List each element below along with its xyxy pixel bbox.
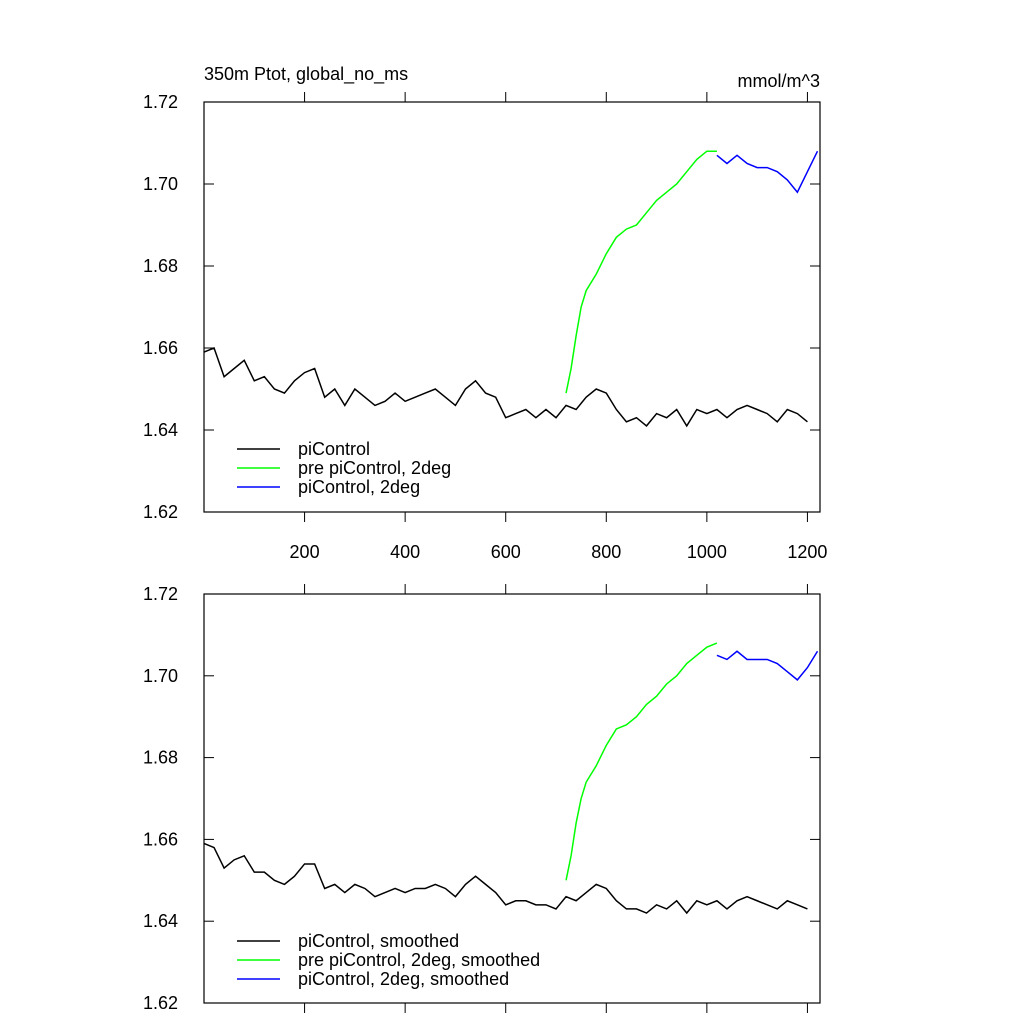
legend-label: pre piControl, 2deg: [298, 458, 451, 478]
data-line: [203, 347, 808, 428]
plot-frame: [203, 101, 821, 513]
data-line: [565, 642, 718, 881]
y-tick-label: 1.62: [143, 502, 178, 522]
data-line: [565, 150, 717, 394]
plot-frame: [203, 593, 821, 1004]
y-tick-label: 1.72: [143, 584, 178, 604]
x-tick-label: 800: [591, 542, 621, 562]
x-tick-label: 200: [290, 542, 320, 562]
y-tick-label: 1.72: [143, 92, 178, 112]
legend-label: piControl, smoothed: [298, 931, 459, 951]
legend-label: pre piControl, 2deg, smoothed: [298, 950, 540, 970]
x-tick-label: 400: [390, 542, 420, 562]
y-tick-label: 1.64: [143, 911, 178, 931]
x-tick-label: 1200: [787, 542, 827, 562]
y-tick-label: 1.66: [143, 338, 178, 358]
y-tick-label: 1.68: [143, 256, 178, 276]
x-tick-label: 1000: [687, 542, 727, 562]
chart-title: 350m Ptot, global_no_ms: [204, 64, 408, 85]
y-tick-label: 1.68: [143, 748, 178, 768]
y-tick-label: 1.70: [143, 174, 178, 194]
y-tick-label: 1.70: [143, 666, 178, 686]
data-line: [716, 150, 819, 194]
y-tick-label: 1.66: [143, 829, 178, 849]
data-line: [203, 842, 808, 915]
legend-label: piControl, 2deg: [298, 477, 420, 497]
legend-label: piControl: [298, 439, 370, 459]
data-line: [716, 650, 819, 681]
legend-label: piControl, 2deg, smoothed: [298, 969, 509, 989]
x-tick-label: 600: [491, 542, 521, 562]
y-tick-label: 1.62: [143, 993, 178, 1013]
y-tick-label: 1.64: [143, 420, 178, 440]
units-label: mmol/m^3: [738, 71, 820, 91]
